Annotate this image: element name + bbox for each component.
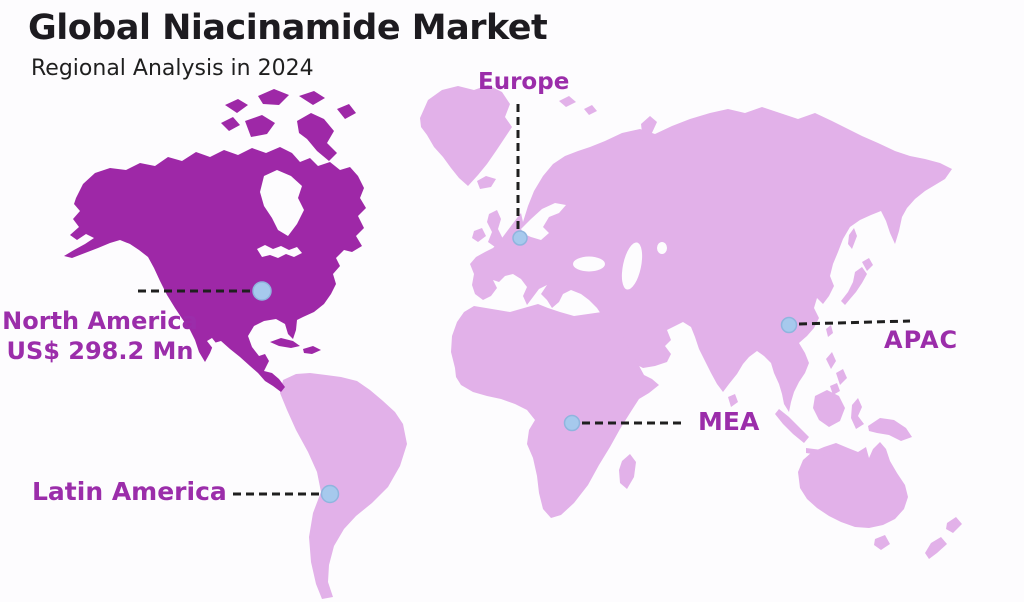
north-america-name: North America bbox=[2, 307, 198, 335]
map-region-north-america bbox=[64, 89, 366, 392]
landmass-borneo bbox=[813, 390, 845, 427]
landmass-taiwan bbox=[826, 325, 833, 337]
caspian-sea bbox=[621, 242, 643, 290]
hudson-bay bbox=[260, 170, 304, 236]
landmass-africa bbox=[451, 304, 659, 518]
region-label-north-america: North America US$ 298.2 Mn bbox=[0, 306, 200, 366]
landmass-tasmania bbox=[874, 535, 890, 550]
landmass-south-america bbox=[280, 373, 407, 599]
arctic-island-2 bbox=[299, 91, 325, 105]
aral-sea bbox=[657, 242, 667, 254]
landmass-eurasia bbox=[470, 107, 952, 412]
landmass-new-zealand-north bbox=[946, 517, 962, 533]
landmass-greenland bbox=[420, 85, 512, 186]
landmass-svalbard-1 bbox=[559, 96, 576, 107]
landmass-new-zealand-south bbox=[925, 537, 947, 559]
landmass-australia bbox=[798, 442, 908, 528]
landmass-novaya-zemlya bbox=[641, 116, 657, 141]
north-america-value: US$ 298.2 Mn bbox=[6, 337, 194, 365]
europe-marker bbox=[512, 230, 528, 246]
landmass-new-guinea bbox=[868, 418, 912, 441]
baltic-sea bbox=[521, 203, 566, 240]
page-subtitle: Regional Analysis in 2024 bbox=[31, 56, 314, 81]
arctic-island-victoria bbox=[245, 115, 275, 137]
landmass-sri-lanka bbox=[728, 394, 738, 407]
landmass-japan-north bbox=[862, 258, 873, 271]
landmass-svalbard-2 bbox=[584, 105, 597, 115]
arctic-island-3 bbox=[337, 104, 356, 119]
page-title: Global Niacinamide Market bbox=[28, 8, 548, 48]
callout-latin-america bbox=[233, 484, 340, 504]
landmass-philippines-1 bbox=[826, 352, 836, 369]
landmass-great-britain bbox=[487, 210, 503, 247]
apac-marker bbox=[780, 316, 798, 334]
landmass-philippines-3 bbox=[830, 383, 840, 395]
map-landmass-light bbox=[280, 85, 962, 599]
callout-apac bbox=[780, 316, 911, 334]
island-hispaniola bbox=[303, 346, 321, 354]
region-label-apac: APAC bbox=[884, 326, 959, 354]
arctic-island-1 bbox=[225, 99, 248, 113]
landmass-sulawesi bbox=[851, 398, 864, 429]
landmass-ireland bbox=[472, 228, 486, 242]
landmass-sumatra bbox=[775, 409, 809, 443]
landmass-philippines-2 bbox=[836, 369, 847, 385]
landmass-japan-main bbox=[841, 267, 867, 305]
arctic-island-banks bbox=[221, 117, 240, 131]
callout-mea bbox=[563, 414, 684, 432]
region-label-europe: Europe bbox=[478, 69, 570, 95]
landmass-iceland bbox=[477, 176, 496, 189]
black-sea bbox=[573, 256, 605, 272]
callout-europe bbox=[512, 104, 528, 246]
landmass-madagascar bbox=[619, 454, 636, 489]
gulf-of-california bbox=[207, 338, 226, 360]
latin-america-marker bbox=[320, 484, 340, 504]
arctic-island-baffin bbox=[297, 113, 337, 161]
landmass-sakhalin bbox=[848, 228, 857, 249]
arctic-island-ellesmere bbox=[258, 89, 289, 105]
region-label-mea: MEA bbox=[698, 407, 760, 436]
landmass-java bbox=[806, 448, 837, 458]
callout-north-america bbox=[138, 281, 272, 301]
map-water-eurasia bbox=[521, 203, 667, 290]
apac-leader-line bbox=[798, 319, 911, 326]
mea-marker bbox=[563, 414, 581, 432]
great-lakes bbox=[257, 245, 302, 258]
region-label-latin-america: Latin America bbox=[32, 477, 227, 506]
north-america-marker bbox=[252, 281, 272, 301]
island-cuba bbox=[270, 338, 300, 348]
